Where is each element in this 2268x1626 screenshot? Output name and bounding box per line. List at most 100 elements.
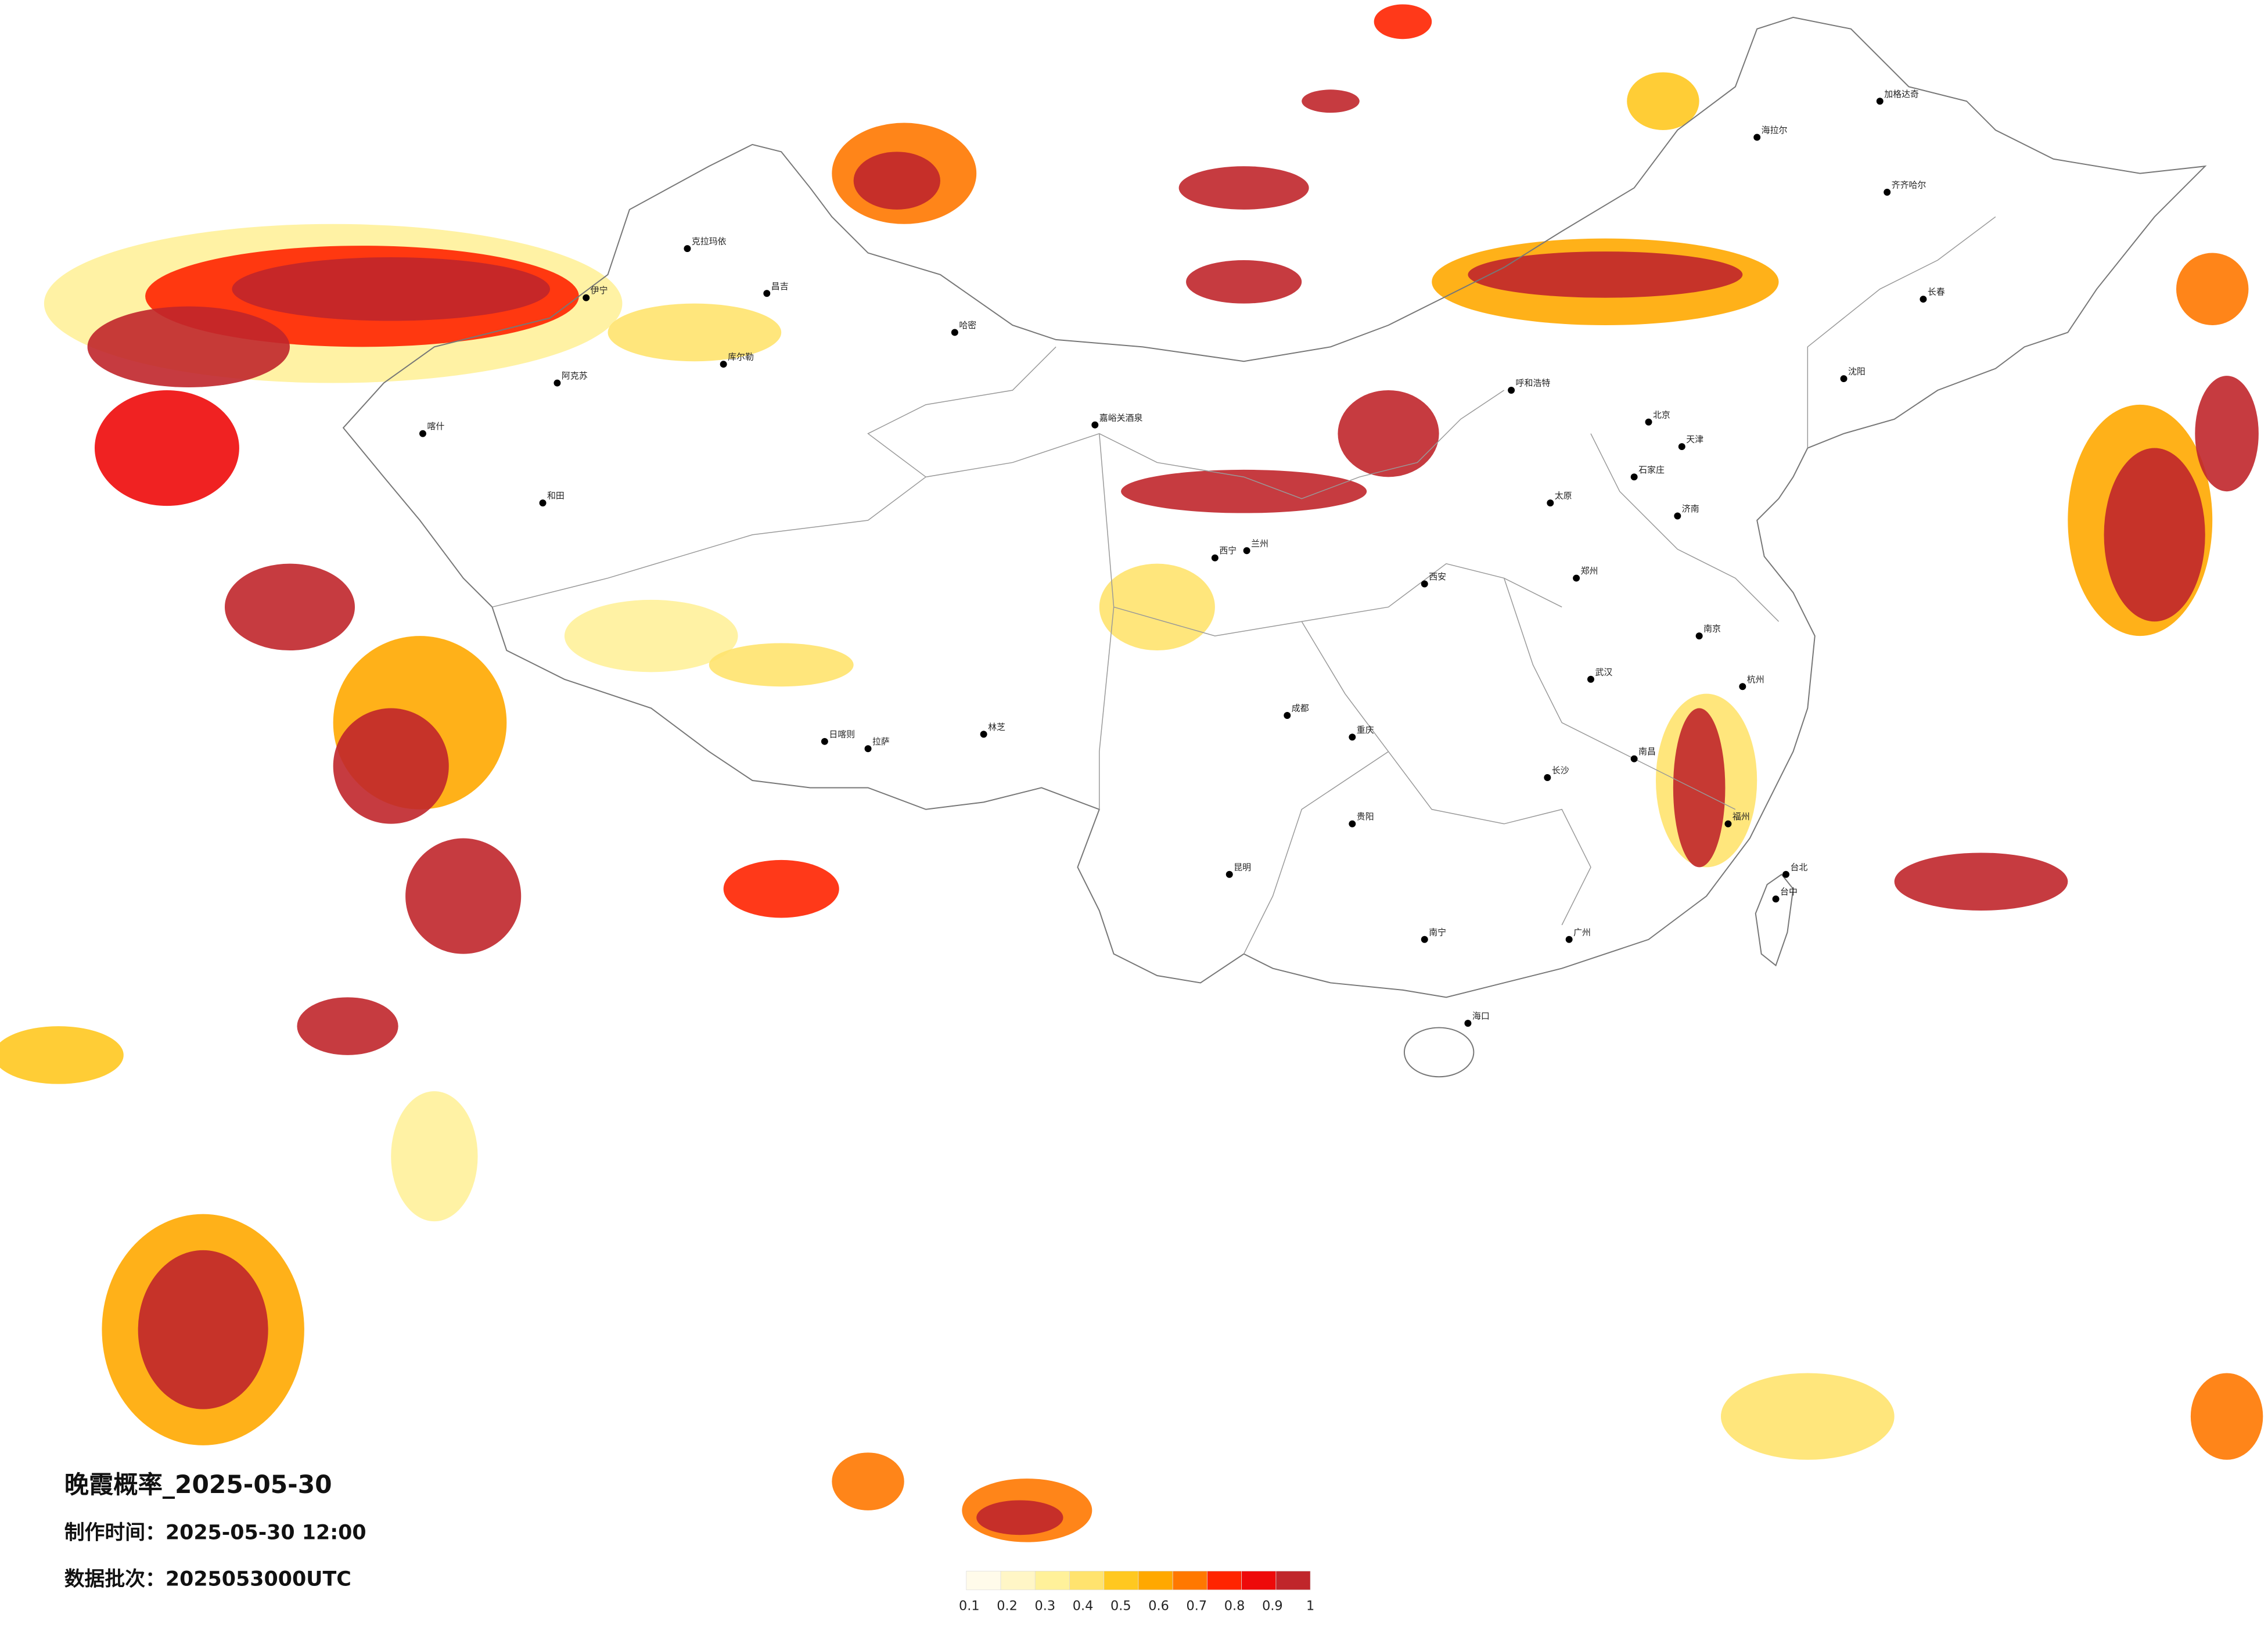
city-label: 伊宁 xyxy=(591,285,608,296)
city-dot xyxy=(821,738,828,745)
city-label: 北京 xyxy=(1653,409,1670,420)
city-label: 太原 xyxy=(1555,491,1572,501)
colorbar-cell xyxy=(1104,1571,1139,1591)
city-dot xyxy=(1284,712,1291,719)
probability-patch xyxy=(0,1026,124,1084)
city-dot xyxy=(553,379,561,387)
province-borders xyxy=(492,216,1996,955)
city-label: 石家庄 xyxy=(1638,465,1665,475)
probability-patch xyxy=(2104,448,2205,622)
made-time: 制作时间：2025-05-30 12:00 xyxy=(64,1521,366,1545)
city-label: 台北 xyxy=(1790,862,1807,872)
probability-patch xyxy=(1468,251,1743,298)
city-dot xyxy=(1091,421,1099,429)
city-dot xyxy=(1225,870,1233,878)
city-dot xyxy=(1739,683,1746,690)
city-dot xyxy=(583,294,590,301)
probability-patch xyxy=(1627,72,1699,130)
city-label: 哈密 xyxy=(959,320,976,330)
city-dot xyxy=(1840,375,1848,383)
probability-patch xyxy=(1099,563,1215,650)
city-dot xyxy=(1565,936,1573,943)
city-dot xyxy=(720,361,727,368)
city-label: 海拉尔 xyxy=(1762,125,1788,135)
colorbar-cell xyxy=(1138,1571,1173,1591)
city-label: 海口 xyxy=(1472,1011,1490,1021)
colorbar-cell xyxy=(966,1571,1001,1591)
colorbar-cell xyxy=(1241,1571,1277,1591)
city-label: 台中 xyxy=(1780,887,1798,897)
probability-patch xyxy=(1121,469,1367,513)
city-label: 呼和浩特 xyxy=(1516,378,1551,388)
city-dot xyxy=(1421,936,1428,943)
city-dot xyxy=(1630,473,1638,481)
colorbar-tick-label: 0.6 xyxy=(1148,1599,1169,1614)
city-label: 昆明 xyxy=(1234,862,1251,872)
city-dot xyxy=(1772,895,1780,903)
city-dot xyxy=(1724,820,1732,828)
city-dot xyxy=(1544,774,1551,781)
city-dot xyxy=(951,329,958,336)
city-label: 郑州 xyxy=(1581,566,1598,576)
probability-patch xyxy=(297,997,398,1055)
city-label: 昌吉 xyxy=(771,281,789,292)
city-dot xyxy=(1678,443,1685,451)
city-label: 贵阳 xyxy=(1357,811,1374,822)
colorbar-tick-label: 0.8 xyxy=(1224,1599,1245,1614)
city-dot xyxy=(1630,755,1638,762)
probability-patch xyxy=(1720,1373,1895,1460)
taiwan xyxy=(1755,873,1794,967)
city-label: 加格达奇 xyxy=(1884,89,1919,99)
city-dot xyxy=(1587,675,1594,683)
city-dot xyxy=(1508,387,1515,394)
colorbar-cell xyxy=(1172,1571,1207,1591)
probability-patch xyxy=(138,1250,268,1409)
city-label: 西宁 xyxy=(1219,545,1237,556)
probability-patch xyxy=(391,1091,478,1222)
probability-patch xyxy=(1338,390,1439,477)
city-label: 成都 xyxy=(1292,703,1309,714)
city-label: 拉萨 xyxy=(872,736,890,747)
colorbar-cell xyxy=(1034,1571,1070,1591)
city-label: 嘉峪关酒泉 xyxy=(1099,412,1143,423)
city-dot xyxy=(1884,189,1891,196)
city-label: 福州 xyxy=(1733,811,1750,822)
city-label: 天津 xyxy=(1686,434,1703,445)
city-label: 沈阳 xyxy=(1848,366,1866,377)
probability-patch xyxy=(1894,852,2068,911)
city-dot xyxy=(1243,547,1250,555)
city-label: 长春 xyxy=(1928,287,1945,297)
probability-patch xyxy=(1178,166,1309,210)
city-dot xyxy=(1547,499,1554,507)
china-outline xyxy=(342,16,2207,998)
city-label: 杭州 xyxy=(1747,674,1764,685)
city-dot xyxy=(1645,418,1652,426)
city-dot xyxy=(763,290,771,297)
colorbar-tick-label: 0.4 xyxy=(1073,1599,1094,1614)
colorbar-cell xyxy=(1207,1571,1242,1591)
city-dot xyxy=(1211,554,1219,562)
probability-patch xyxy=(94,390,239,506)
probability-patch xyxy=(333,708,449,824)
probability-patch xyxy=(1374,4,1432,39)
city-label: 西安 xyxy=(1429,571,1446,582)
city-label: 南京 xyxy=(1703,624,1721,634)
probability-patch xyxy=(1673,708,1726,868)
city-label: 重庆 xyxy=(1357,725,1374,735)
city-dot xyxy=(980,731,987,738)
colorbar-cell xyxy=(1069,1571,1105,1591)
city-dot xyxy=(1573,574,1580,582)
probability-patch xyxy=(2190,1373,2263,1460)
city-label: 库尔勒 xyxy=(728,352,754,362)
probability-patch xyxy=(853,152,940,210)
city-dot xyxy=(1695,632,1703,640)
hainan xyxy=(1403,1027,1475,1078)
colorbar: 0.1 0.2 0.3 0.4 0.5 0.6 0.7 0.8 0.9 1 xyxy=(959,1571,1314,1614)
city-label: 和田 xyxy=(547,491,565,501)
colorbar-cell xyxy=(1275,1571,1311,1591)
colorbar-tick-label: 0.7 xyxy=(1187,1599,1207,1614)
probability-patch xyxy=(224,563,355,650)
probability-patch xyxy=(709,643,854,687)
city-label: 南宁 xyxy=(1429,927,1446,937)
